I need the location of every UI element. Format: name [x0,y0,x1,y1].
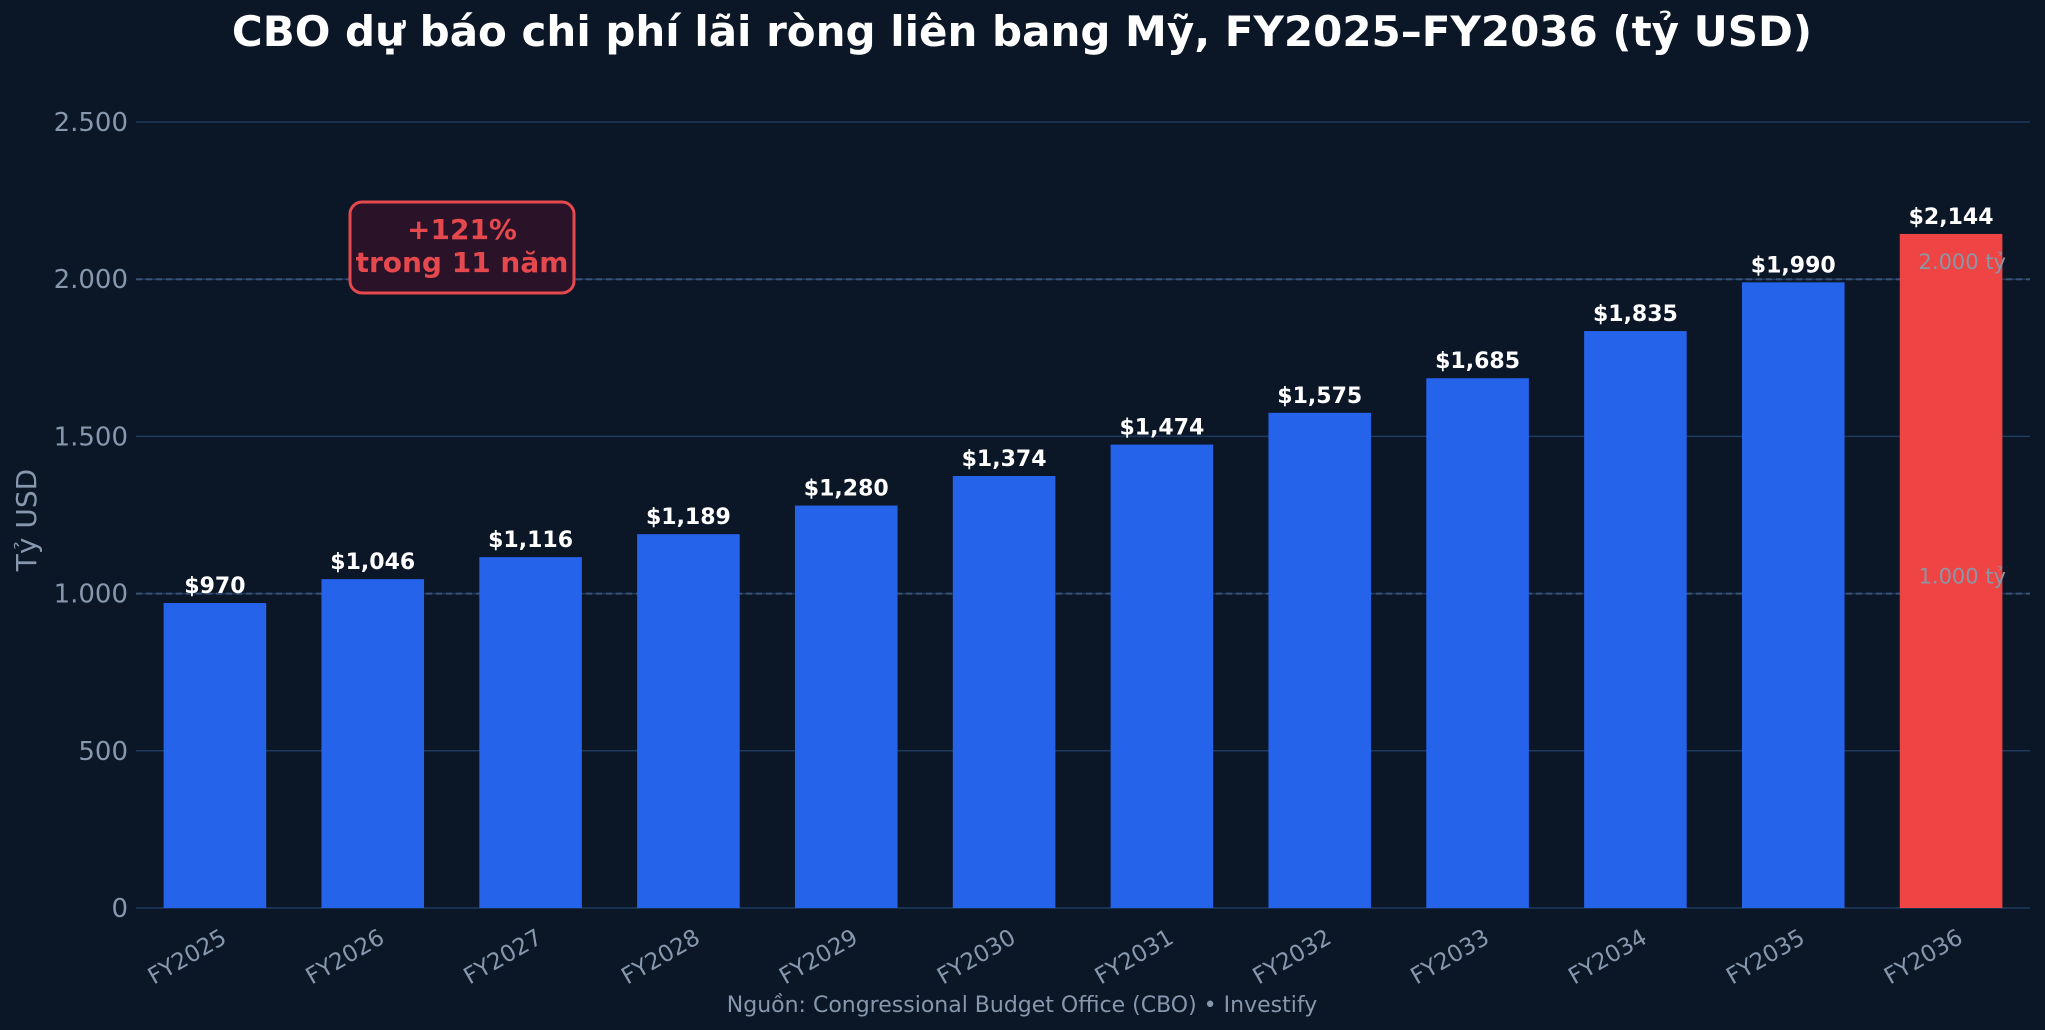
bar-value-label: $1,474 [1119,416,1204,441]
x-tick-label: FY2035 [1722,925,1809,990]
bar-FY2036 [1899,233,2003,909]
bar-FY2029 [794,505,898,908]
chart-title: CBO dự báo chi phí lãi ròng liên bang Mỹ… [232,7,1812,56]
bar-value-label: $970 [184,574,245,599]
bar-labels-layer: $970 $1,046 $1,116 $1,189 $1,280 $1,374 $1,474… [184,205,2006,599]
bar-value-label: $1,990 [1751,253,1836,278]
x-tick-label: FY2026 [302,925,389,990]
bar-value-label: $1,280 [804,477,889,502]
bar-FY2026 [321,579,425,908]
reference-line-label: 2.000 tỷ [1919,250,2006,274]
bar-value-label: $1,685 [1435,349,1520,374]
bar-FY2031 [1110,444,1214,908]
bar-FY2027 [479,557,582,908]
bar-FY2025 [163,603,267,908]
y-axis-label: Tỷ USD [10,469,43,572]
y-tick-label: 1.000 [54,580,128,610]
bar-FY2033 [1426,378,1529,909]
x-tick-label: FY2027 [459,925,546,990]
bar-value-label: $1,046 [330,550,415,575]
y-tick-label: 0 [111,894,128,924]
x-tick-label: FY2028 [617,925,704,990]
bar-value-label: $1,835 [1593,302,1678,327]
bar-FY2035 [1741,282,1845,908]
x-tick-label: FY2025 [144,925,231,990]
bar-value-label: $1,575 [1277,384,1362,409]
bar-FY2034 [1584,331,1687,908]
growth-annotation: +121% trong 11 năm [348,200,576,295]
growth-annotation-box [348,200,576,295]
bar-FY2028 [637,534,740,908]
bars-layer [163,233,2003,909]
bar-value-label: $1,116 [488,528,573,553]
x-tick-label: FY2034 [1564,925,1651,990]
y-tick-label: 2.500 [54,108,128,138]
x-tick-label: FY2031 [1091,925,1178,990]
bar-FY2030 [952,476,1056,908]
y-tick-label: 1.500 [54,422,128,452]
x-tick-label: FY2032 [1249,925,1336,990]
x-tick-label: FY2029 [775,925,862,990]
growth-annotation-period: trong 11 năm [356,246,569,279]
bar-FY2032 [1268,412,1372,908]
x-tick-label: FY2036 [1880,925,1967,990]
bar-value-label: $1,374 [962,447,1047,472]
x-tick-label: FY2033 [1406,925,1493,990]
y-tick-label: 500 [78,737,128,767]
y-tick-label: 2.000 [54,265,128,295]
x-tick-label: FY2030 [933,925,1020,990]
source-note: Nguồn: Congressional Budget Office (CBO)… [727,993,1317,1018]
bar-value-label: $1,189 [646,505,731,530]
reference-line-label: 1.000 tỷ [1919,565,2006,589]
bar-value-label: $2,144 [1909,205,1994,230]
growth-annotation-percent: +121% [407,213,517,246]
